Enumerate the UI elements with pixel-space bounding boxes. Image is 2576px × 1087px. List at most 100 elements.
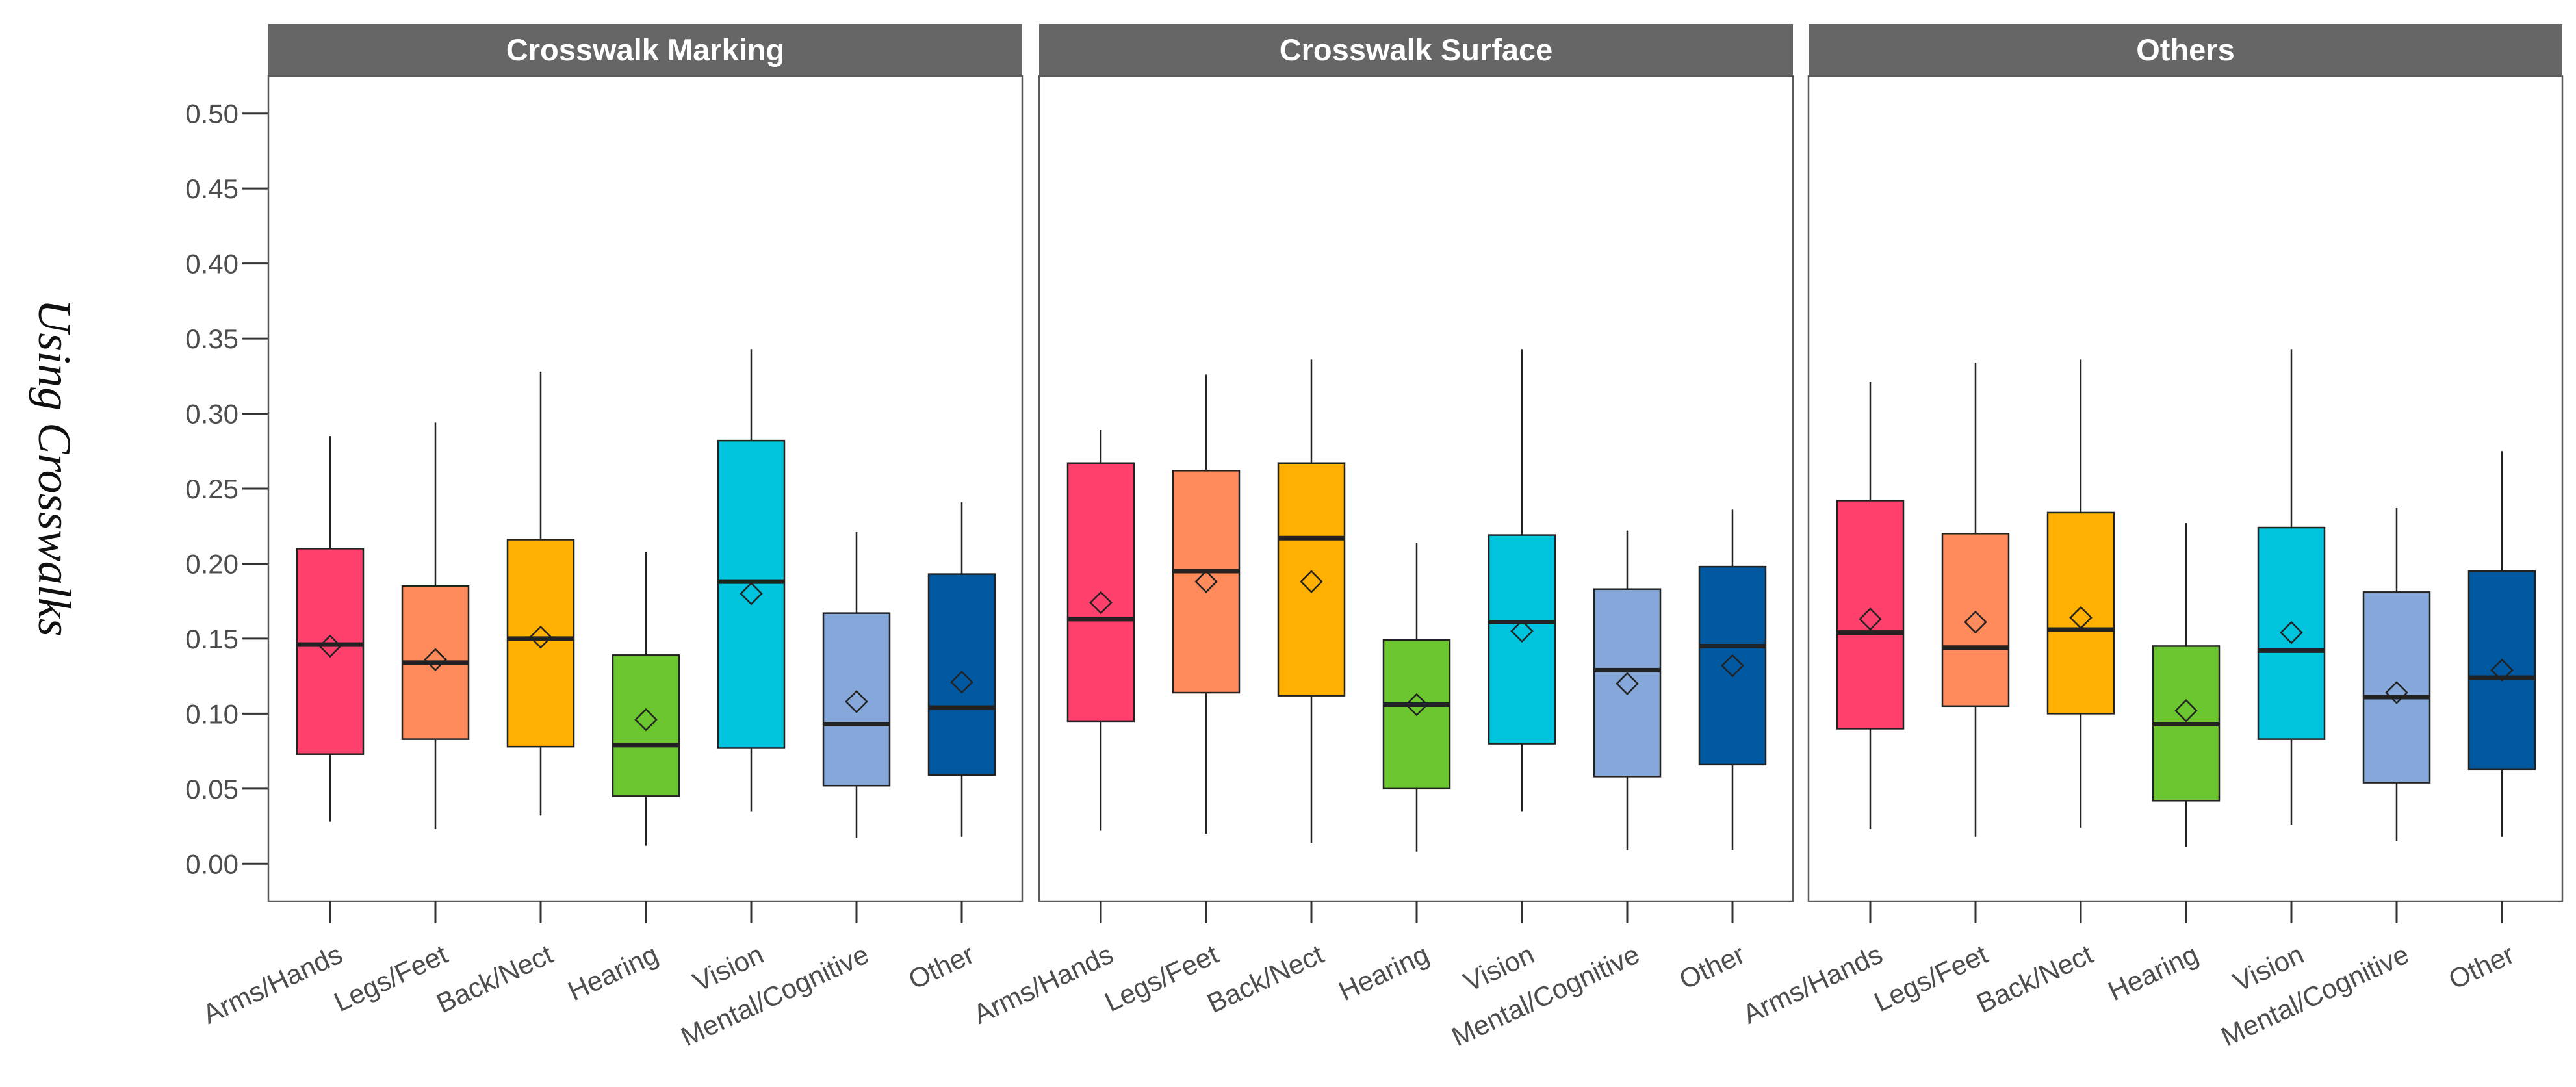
iqr-box	[1593, 588, 1662, 778]
mean-marker	[1616, 672, 1639, 695]
x-tick-label: Mental/Cognitive	[2216, 939, 2413, 1053]
mean-marker	[740, 582, 763, 606]
mean-marker	[1300, 570, 1323, 593]
box-hearing	[1382, 543, 1451, 852]
box-vision	[717, 349, 786, 812]
box-legs-feet	[1941, 363, 2010, 837]
box-mental-cognitive	[2362, 508, 2431, 841]
iqr-box	[2467, 570, 2536, 771]
box-legs-feet	[401, 422, 470, 830]
x-tick-label: Hearing	[563, 939, 663, 1007]
box-back-nect	[506, 371, 575, 816]
mean-marker	[950, 671, 973, 694]
x-tick-label: Legs/Feet	[1870, 938, 1992, 1017]
facet-strip	[268, 24, 1022, 76]
mean-marker	[318, 634, 342, 658]
iqr-box	[927, 573, 996, 776]
iqr-box	[1277, 462, 1346, 697]
x-tick-label: Other	[2444, 939, 2519, 995]
mean-marker	[634, 708, 658, 732]
y-tick-label: 0.20	[185, 548, 238, 579]
y-tick-label: 0.30	[185, 399, 238, 429]
iqr-box	[1172, 470, 1241, 694]
box-arms-hands	[296, 436, 365, 822]
facet-title: Crosswalk Surface	[1280, 32, 1553, 67]
x-tick-label: Mental/Cognitive	[676, 939, 873, 1053]
mean-marker	[1089, 591, 1113, 615]
iqr-box	[1836, 500, 1905, 730]
mean-marker	[2174, 698, 2198, 723]
x-tick-label: Other	[904, 939, 979, 995]
box-mental-cognitive	[1593, 530, 1662, 850]
x-tick-label: Arms/Hands	[198, 939, 347, 1030]
facet-panels: Crosswalk MarkingArms/HandsLegs/FeetBack…	[198, 24, 2564, 1053]
iqr-box	[1488, 534, 1556, 745]
y-tick-label: 0.35	[185, 324, 238, 354]
box-legs-feet	[1172, 374, 1241, 834]
box-mental-cognitive	[822, 531, 891, 839]
box-back-nect	[1277, 359, 1346, 843]
mean-marker	[2490, 658, 2514, 682]
iqr-box	[506, 539, 575, 748]
x-tick-label: Other	[1675, 939, 1749, 995]
x-tick-label: Back/Nect	[431, 938, 558, 1019]
iqr-box	[2257, 526, 2326, 740]
x-tick-label: Legs/Feet	[1100, 938, 1223, 1017]
mean-marker	[424, 648, 447, 672]
facet-title: Others	[2136, 32, 2235, 67]
box-other	[927, 502, 996, 837]
y-tick-label: 0.15	[185, 624, 238, 654]
mean-marker	[1859, 607, 1882, 631]
y-tick-label: 0.10	[185, 698, 238, 729]
box-arms-hands	[1066, 429, 1135, 831]
mean-marker	[2069, 606, 2093, 630]
box-arms-hands	[1836, 382, 1905, 830]
iqr-box	[296, 548, 365, 755]
mean-marker	[529, 625, 552, 649]
x-tick-label: Hearing	[2104, 939, 2203, 1007]
x-tick-label: Arms/Hands	[1738, 939, 1887, 1030]
mean-marker	[845, 690, 868, 713]
iqr-box	[1698, 565, 1767, 766]
mean-marker	[2385, 681, 2408, 704]
y-axis: 0.00 0.05 0.10 0.15 0.20 0.25 0.30 0.35 0.40 0.45…	[185, 99, 268, 879]
x-tick-label: Hearing	[1334, 939, 1434, 1007]
facet-panel: Crosswalk Marking Arms/HandsLegs/FeetBack…	[198, 24, 1024, 1053]
iqr-box	[717, 439, 786, 749]
box-hearing	[612, 551, 680, 846]
y-axis-label: Using Crosswalks	[29, 299, 81, 636]
iqr-box	[822, 612, 891, 787]
iqr-box	[2046, 511, 2115, 715]
iqr-box	[2362, 591, 2431, 784]
mean-marker	[2280, 620, 2303, 645]
iqr-box	[612, 654, 680, 797]
y-tick-label: 0.50	[185, 99, 238, 129]
y-tick-label: 0.25	[185, 474, 238, 504]
mean-marker	[1510, 619, 1534, 643]
box-vision	[1488, 349, 1556, 812]
facet-title: Crosswalk Marking	[506, 32, 784, 67]
x-tick-label: Legs/Feet	[329, 938, 452, 1017]
mean-marker	[1964, 610, 1987, 634]
x-tick-label: Mental/Cognitive	[1447, 939, 1643, 1053]
facet-panel: Crosswalk Surface Arms/HandsLegs/FeetBack…	[969, 24, 1794, 1053]
facet-strip	[1039, 24, 1793, 76]
box-hearing	[2152, 523, 2221, 847]
box-other	[1698, 509, 1767, 850]
x-tick-label: Back/Nect	[1202, 938, 1328, 1019]
box-other	[2467, 451, 2536, 837]
x-tick-label: Arms/Hands	[969, 939, 1118, 1030]
y-tick-label: 0.05	[185, 774, 238, 804]
mean-marker	[1405, 693, 1428, 717]
y-tick-label: 0.40	[185, 249, 238, 279]
box-vision	[2257, 349, 2326, 825]
y-tick-label: 0.00	[185, 849, 238, 879]
mean-marker	[1194, 570, 1218, 593]
x-tick-label: Back/Nect	[1972, 938, 2098, 1019]
box-back-nect	[2046, 359, 2115, 828]
facet-strip	[1809, 24, 2562, 76]
y-tick-label: 0.45	[185, 173, 238, 204]
mean-marker	[1721, 654, 1744, 678]
